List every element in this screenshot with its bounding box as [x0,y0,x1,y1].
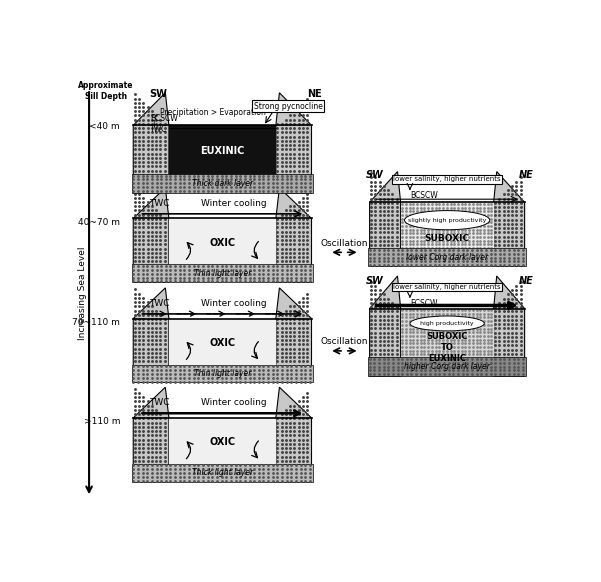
Polygon shape [169,318,276,382]
Text: Winter cooling: Winter cooling [201,299,267,308]
Polygon shape [368,249,526,266]
Polygon shape [276,93,311,193]
Text: Winter cooling: Winter cooling [201,198,267,208]
Text: Approximate
Sill Depth: Approximate Sill Depth [78,81,134,101]
Text: ECSCW: ECSCW [410,299,438,308]
Text: Increasing Sea Level: Increasing Sea Level [78,246,87,340]
Polygon shape [132,464,313,482]
Text: Oscillation: Oscillation [320,239,368,247]
Text: Strong pycnocline: Strong pycnocline [254,101,323,111]
Text: TWC: TWC [149,198,169,208]
Polygon shape [132,264,313,282]
Text: Thin light layer: Thin light layer [194,369,251,378]
Text: Thin light layer: Thin light layer [194,269,251,278]
Polygon shape [169,218,276,282]
Text: BCSCW: BCSCW [150,114,178,123]
Polygon shape [132,174,313,193]
Text: Thick light layer: Thick light layer [192,469,253,477]
Polygon shape [169,418,276,482]
Text: Precipitation > Evaporation: Precipitation > Evaporation [160,108,266,118]
Text: SW: SW [149,89,166,99]
Text: OXIC: OXIC [209,237,236,248]
Text: lower salinity, higher nutrients: lower salinity, higher nutrients [393,284,501,290]
Text: high productivity: high productivity [420,321,474,326]
Polygon shape [493,276,525,377]
Text: SUBOXIC
TO
EUXINIC: SUBOXIC TO EUXINIC [426,332,468,363]
Text: lower Corg dark layer: lower Corg dark layer [406,253,488,262]
Text: NE: NE [519,276,534,286]
Text: +: + [150,120,157,129]
Text: BCSCW: BCSCW [410,191,438,200]
Text: SW: SW [366,276,383,286]
Polygon shape [276,288,311,382]
Text: Thick dark layer: Thick dark layer [192,179,253,188]
Text: SW: SW [366,170,383,180]
Text: OXIC: OXIC [209,338,236,348]
Text: TWC: TWC [149,398,169,407]
Text: 70~110 m: 70~110 m [72,318,120,327]
Polygon shape [370,276,401,377]
Text: lower salinity, higher nutrients: lower salinity, higher nutrients [393,176,501,182]
Text: Oscillation: Oscillation [320,337,368,346]
Text: >110 m: >110 m [84,417,120,426]
Text: 40~70 m: 40~70 m [78,218,120,227]
Polygon shape [401,203,493,266]
Polygon shape [132,364,313,382]
Ellipse shape [404,211,490,230]
Text: OXIC: OXIC [209,437,236,447]
Text: TWC: TWC [149,299,169,308]
Polygon shape [133,188,169,282]
Polygon shape [133,387,169,482]
Text: TWC: TWC [150,125,168,134]
Text: higher Corg dark layer: higher Corg dark layer [404,363,490,371]
Text: slightly high productivity: slightly high productivity [408,218,486,223]
Polygon shape [133,288,169,382]
Ellipse shape [410,316,484,331]
Text: <40 m: <40 m [90,122,120,132]
Text: NE: NE [307,89,322,99]
Polygon shape [368,357,526,377]
Text: EUXINIC: EUXINIC [200,146,245,156]
Text: Winter cooling: Winter cooling [201,398,267,407]
Polygon shape [276,188,311,282]
Polygon shape [401,308,493,377]
Polygon shape [133,93,169,193]
Polygon shape [493,172,525,266]
Text: SUBOXIC: SUBOXIC [424,234,470,243]
Polygon shape [276,387,311,482]
Polygon shape [370,172,401,266]
Text: NE: NE [519,170,534,180]
Polygon shape [169,125,276,193]
